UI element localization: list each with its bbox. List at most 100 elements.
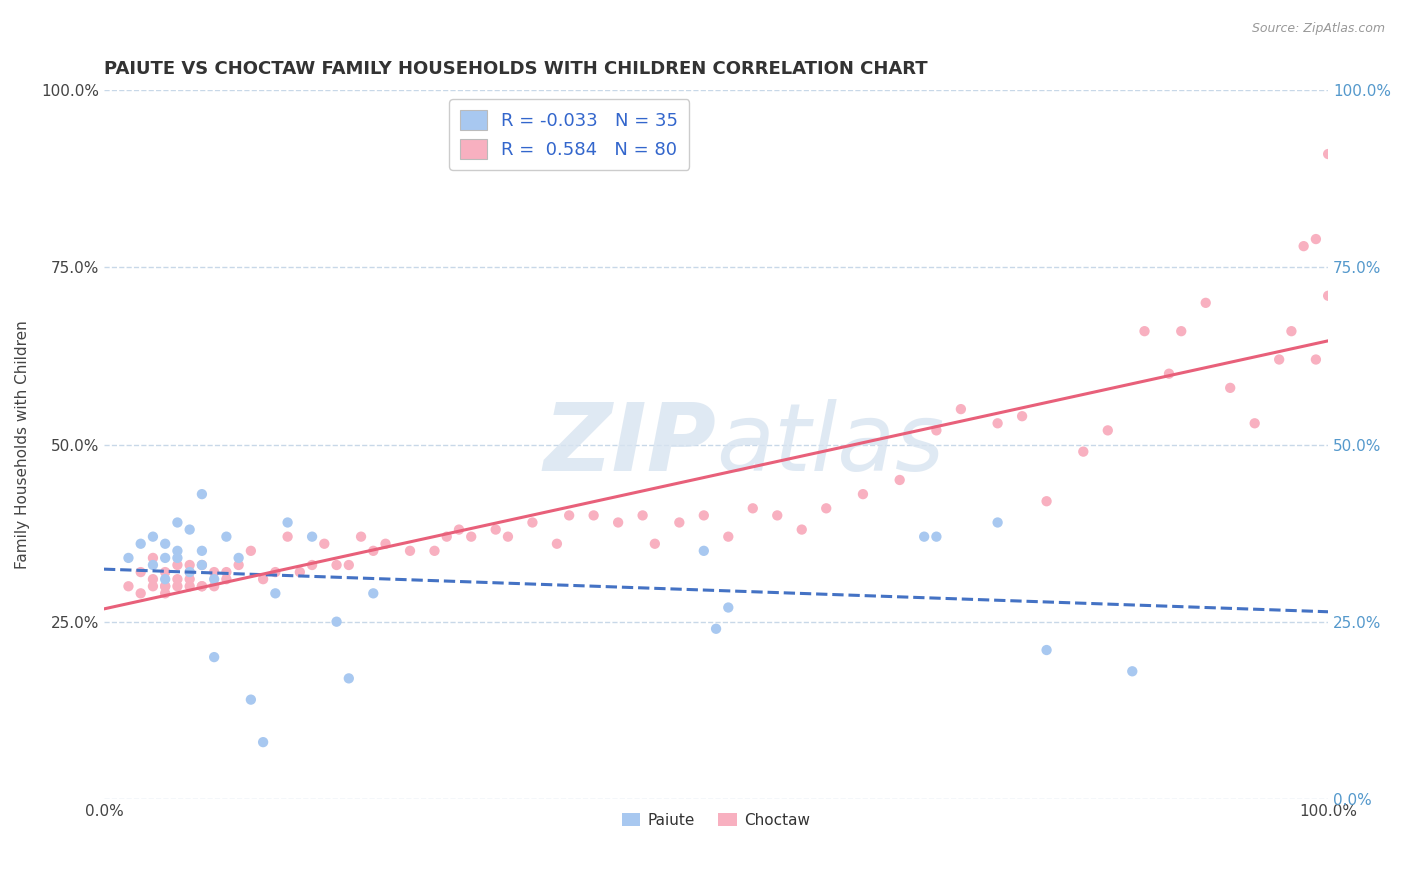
Point (277, 516, 299, 530)
Point (987, 516, 1010, 530)
Point (179, 523, 201, 537)
Point (1317, 147, 1340, 161)
Point (191, 487, 214, 501)
Point (191, 558, 214, 572)
Point (852, 487, 875, 501)
Point (215, 565, 238, 579)
Point (668, 516, 690, 530)
Point (179, 579, 201, 593)
Point (337, 558, 360, 572)
Point (129, 537, 152, 551)
Point (288, 565, 311, 579)
Y-axis label: Family Households with Children: Family Households with Children (15, 320, 30, 569)
Point (717, 530, 740, 544)
Point (325, 558, 347, 572)
Point (179, 565, 201, 579)
Point (546, 537, 568, 551)
Point (1243, 417, 1265, 431)
Point (607, 516, 630, 530)
Point (264, 565, 287, 579)
Point (117, 550, 139, 565)
Point (191, 579, 214, 593)
Point (790, 523, 813, 537)
Text: ZIP: ZIP (543, 399, 716, 491)
Point (179, 565, 201, 579)
Point (1071, 444, 1094, 458)
Point (215, 572, 238, 586)
Point (179, 558, 201, 572)
Point (153, 537, 176, 551)
Point (129, 565, 152, 579)
Point (925, 530, 948, 544)
Point (889, 473, 911, 487)
Point (436, 530, 458, 544)
Point (1133, 324, 1156, 338)
Point (987, 417, 1010, 431)
Text: PAIUTE VS CHOCTAW FAMILY HOUSEHOLDS WITH CHILDREN CORRELATION CHART: PAIUTE VS CHOCTAW FAMILY HOUSEHOLDS WITH… (104, 60, 928, 78)
Point (460, 530, 482, 544)
Point (166, 516, 188, 530)
Point (142, 558, 165, 572)
Point (202, 572, 225, 586)
Point (741, 501, 763, 516)
Point (1170, 324, 1192, 338)
Point (815, 501, 838, 516)
Point (239, 692, 262, 706)
Point (1219, 381, 1241, 395)
Point (166, 550, 188, 565)
Point (631, 508, 654, 523)
Point (693, 508, 716, 523)
Point (153, 586, 176, 600)
Point (153, 579, 176, 593)
Point (129, 586, 152, 600)
Point (1035, 494, 1057, 508)
Point (142, 550, 165, 565)
Point (191, 579, 214, 593)
Point (1035, 643, 1057, 657)
Point (202, 565, 225, 579)
Point (766, 508, 789, 523)
Point (202, 650, 225, 665)
Point (264, 586, 287, 600)
Point (1195, 296, 1218, 310)
Point (191, 544, 214, 558)
Point (717, 600, 740, 615)
Point (166, 544, 188, 558)
Point (1268, 352, 1291, 367)
Point (215, 530, 238, 544)
Point (228, 550, 250, 565)
Point (153, 565, 176, 579)
Point (314, 537, 336, 551)
Point (693, 544, 716, 558)
Point (166, 579, 188, 593)
Point (1011, 409, 1033, 424)
Point (447, 523, 470, 537)
Point (1281, 324, 1303, 338)
Point (374, 537, 396, 551)
Point (1121, 665, 1143, 679)
Point (925, 423, 948, 437)
Point (350, 530, 373, 544)
Point (191, 558, 214, 572)
Point (522, 516, 544, 530)
Point (337, 672, 360, 686)
Point (558, 508, 581, 523)
Point (582, 508, 605, 523)
Point (325, 615, 347, 629)
Point (301, 530, 323, 544)
Point (301, 558, 323, 572)
Legend: Paiute, Choctaw: Paiute, Choctaw (616, 806, 817, 834)
Point (644, 537, 666, 551)
Point (202, 579, 225, 593)
Point (252, 572, 274, 586)
Point (1097, 423, 1119, 437)
Text: atlas: atlas (716, 399, 945, 490)
Point (1157, 367, 1180, 381)
Point (1305, 352, 1327, 367)
Point (1305, 232, 1327, 246)
Point (496, 530, 519, 544)
Point (485, 523, 508, 537)
Point (423, 544, 446, 558)
Point (142, 530, 165, 544)
Point (166, 558, 188, 572)
